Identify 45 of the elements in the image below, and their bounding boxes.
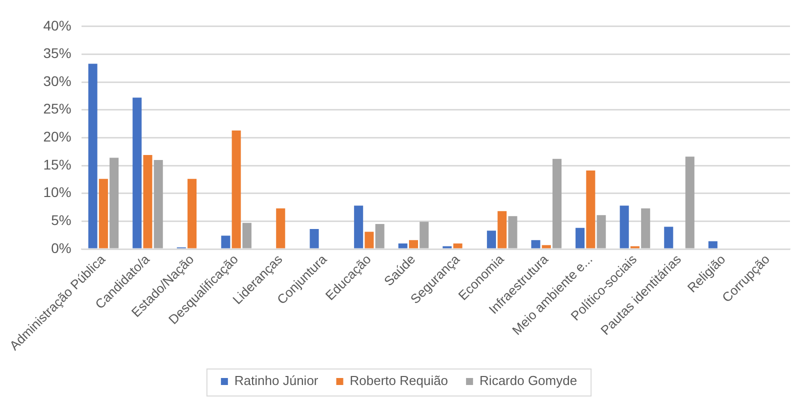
- bar: [310, 228, 319, 248]
- y-tick-label: 40%: [43, 17, 72, 34]
- bar: [221, 236, 230, 248]
- legend-label: Ricardo Gomyde: [480, 373, 578, 388]
- legend-label: Ratinho Júnior: [234, 373, 319, 388]
- bar: [664, 226, 674, 248]
- y-tick-label: 20%: [43, 128, 72, 145]
- y-tick-label: 35%: [43, 45, 72, 62]
- bar: [586, 170, 596, 248]
- y-tick-label: 10%: [43, 184, 72, 200]
- bar: [596, 215, 606, 248]
- bar: [453, 243, 462, 248]
- bar: [364, 232, 374, 248]
- bar: [88, 64, 98, 248]
- bar: [154, 160, 163, 248]
- bar: [110, 158, 119, 248]
- bar: [242, 222, 252, 248]
- bar: [132, 98, 142, 248]
- bar: [641, 208, 650, 248]
- bar: [354, 206, 364, 248]
- y-tick-label: 15%: [43, 156, 72, 172]
- bar: [420, 222, 429, 248]
- y-tick-label: 25%: [43, 100, 72, 117]
- legend-label: Roberto Requião: [350, 373, 448, 388]
- bar: [143, 154, 152, 248]
- bar: [498, 211, 507, 248]
- bar: [552, 158, 562, 248]
- bar: [232, 130, 241, 248]
- bar: [408, 240, 418, 248]
- bar: [188, 178, 197, 248]
- bar: [620, 206, 629, 248]
- bar: [708, 241, 718, 248]
- bar: [685, 156, 694, 248]
- bar: [576, 228, 585, 248]
- bar: [542, 245, 551, 248]
- bar: [98, 178, 108, 248]
- bar: [375, 224, 384, 248]
- bar: [398, 243, 408, 248]
- bar: [486, 230, 496, 248]
- bar: [276, 208, 286, 248]
- bar: [531, 240, 540, 248]
- y-tick-label: 5%: [51, 212, 72, 228]
- y-tick-label: 30%: [43, 72, 72, 89]
- bar: [508, 216, 518, 248]
- y-tick-label: 0%: [51, 240, 72, 256]
